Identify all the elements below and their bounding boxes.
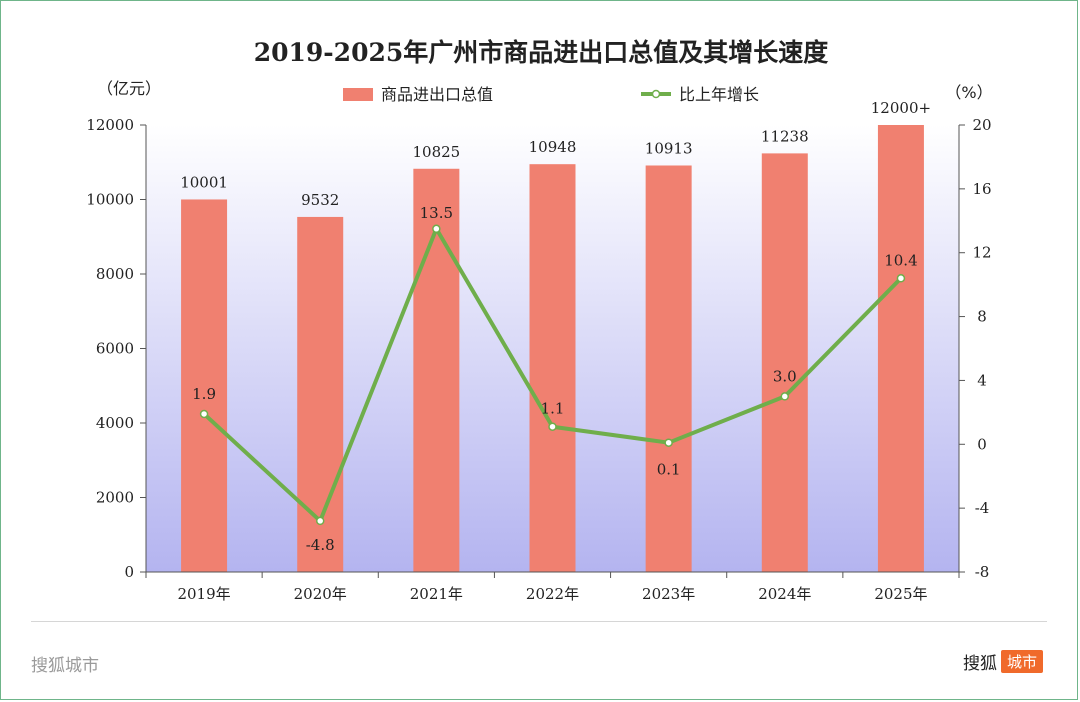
left-axis-unit: （亿元） — [97, 79, 161, 98]
left-tick-label: 4000 — [96, 414, 134, 432]
right-tick-label: -4 — [975, 499, 990, 517]
x-tick-label: 2021年 — [410, 585, 463, 603]
bar-2022年 — [529, 164, 576, 572]
chart-svg: 0 2000 4000 6000 8000 10000 12000 -8 -4 0 4 8 12 16 20… — [86, 38, 992, 603]
bar-2020年 — [297, 216, 344, 573]
legend-bar-label: 商品进出口总值 — [381, 85, 493, 104]
right-tick-label: 12 — [972, 244, 991, 262]
bar-value-label: 9532 — [301, 191, 339, 209]
line-value-label: 10.4 — [884, 251, 917, 269]
legend-bar-swatch — [343, 88, 373, 101]
left-tick-label: 8000 — [96, 265, 134, 283]
footer-brand-left: 搜狐城市 — [31, 656, 99, 676]
line-value-label: -4.8 — [306, 536, 335, 554]
line-value-label: 0.1 — [657, 461, 681, 479]
left-tick-label: 6000 — [96, 340, 134, 358]
left-tick-label: 10000 — [86, 191, 134, 209]
right-tick-label: 0 — [977, 435, 987, 453]
left-tick-label: 2000 — [96, 489, 134, 507]
right-tick-label: -8 — [975, 563, 990, 581]
x-tick-label: 2023年 — [642, 585, 695, 603]
line-value-label: 1.9 — [192, 385, 216, 403]
chart-title: 2019-2025年广州市商品进出口总值及其增长速度 — [254, 38, 829, 67]
growth-point-2024年 — [780, 392, 790, 401]
growth-point-2021年 — [432, 224, 441, 234]
footer-brand-right: 搜狐 城市 — [963, 649, 1043, 674]
bar-2019年 — [181, 199, 228, 572]
bar-value-label: 10825 — [412, 143, 460, 161]
footer-brand-badge: 城市 — [1000, 650, 1043, 673]
growth-point-2020年 — [315, 516, 325, 526]
bar-2025年 — [877, 125, 924, 572]
bar-value-label: 10948 — [529, 138, 577, 156]
right-axis-unit: （%） — [945, 83, 992, 102]
line-value-label: 13.5 — [420, 204, 453, 222]
x-tick-label: 2020年 — [294, 585, 347, 603]
bar-value-label: 10913 — [645, 139, 693, 157]
left-tick-label: 0 — [124, 563, 134, 581]
x-tick-label: 2019年 — [177, 585, 230, 603]
right-tick-label: 4 — [977, 371, 987, 389]
bar-2024年 — [761, 153, 808, 572]
bar-value-label: 10001 — [180, 173, 228, 191]
bar-value-label: 11238 — [761, 127, 809, 145]
footer-divider — [31, 621, 1047, 622]
x-tick-label: 2022年 — [526, 585, 579, 603]
bar-2021年 — [413, 168, 460, 573]
x-tick-label: 2025年 — [874, 585, 927, 603]
legend-line-marker — [651, 89, 661, 99]
left-tick-label: 12000 — [86, 116, 134, 134]
growth-point-2023年 — [664, 438, 673, 447]
right-tick-label: 20 — [972, 116, 991, 134]
line-value-label: 1.1 — [541, 400, 565, 418]
bar-value-label: 12000+ — [871, 99, 931, 117]
growth-point-2022年 — [548, 422, 557, 431]
x-tick-label: 2024年 — [758, 585, 811, 603]
footer-brand-text: 搜狐 — [962, 654, 997, 674]
line-value-label: 3.0 — [773, 367, 797, 385]
legend-line-label: 比上年增长 — [679, 85, 759, 104]
right-tick-label: 8 — [977, 308, 987, 326]
right-tick-label: 16 — [972, 180, 991, 198]
growth-point-2025年 — [896, 274, 906, 283]
bar-2023年 — [645, 165, 692, 572]
growth-point-2019年 — [199, 409, 209, 419]
